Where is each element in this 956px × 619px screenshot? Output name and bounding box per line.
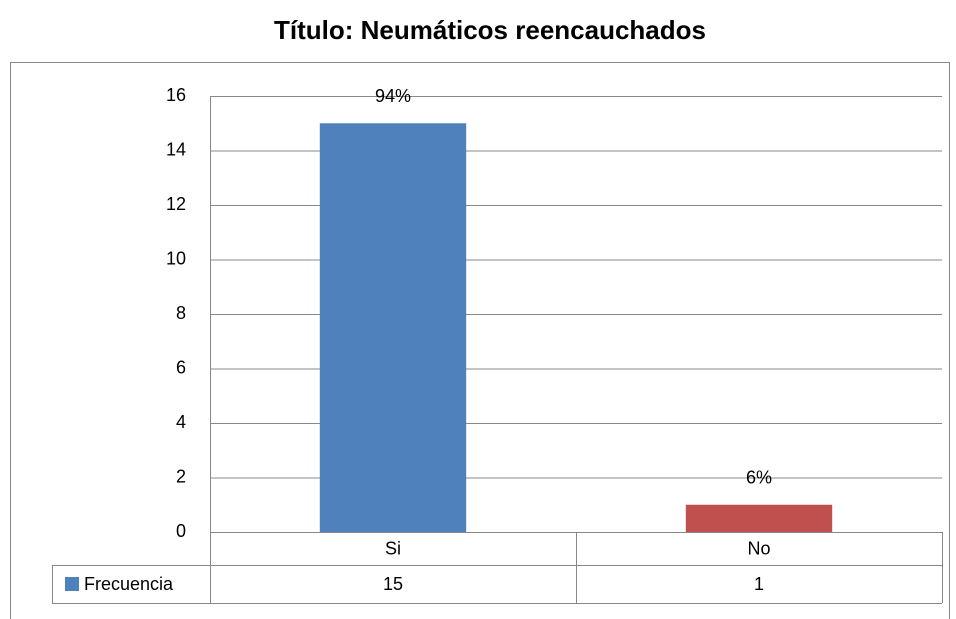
x-tick-label: No	[747, 538, 770, 558]
table-value: 15	[383, 574, 403, 594]
y-tick-label: 4	[176, 412, 186, 432]
y-tick-label: 16	[166, 85, 186, 105]
y-tick-label: 6	[176, 357, 186, 377]
y-tick-label: 12	[166, 194, 186, 214]
y-tick-label: 2	[176, 466, 186, 486]
chart-title: Título: Neumáticos reencauchados	[274, 15, 706, 45]
bar	[685, 504, 833, 532]
y-tick-label: 8	[176, 303, 186, 323]
bar	[319, 123, 467, 532]
chart-border	[10, 62, 950, 619]
legend-label: Frecuencia	[84, 574, 174, 594]
data-label: 6%	[746, 468, 772, 488]
table-value: 1	[754, 574, 764, 594]
y-tick-label: 14	[166, 139, 186, 159]
data-label: 94%	[375, 86, 411, 106]
legend-swatch	[65, 577, 79, 591]
x-tick-label: Si	[385, 538, 401, 558]
y-tick-label: 10	[166, 248, 186, 268]
y-tick-label: 0	[176, 521, 186, 541]
